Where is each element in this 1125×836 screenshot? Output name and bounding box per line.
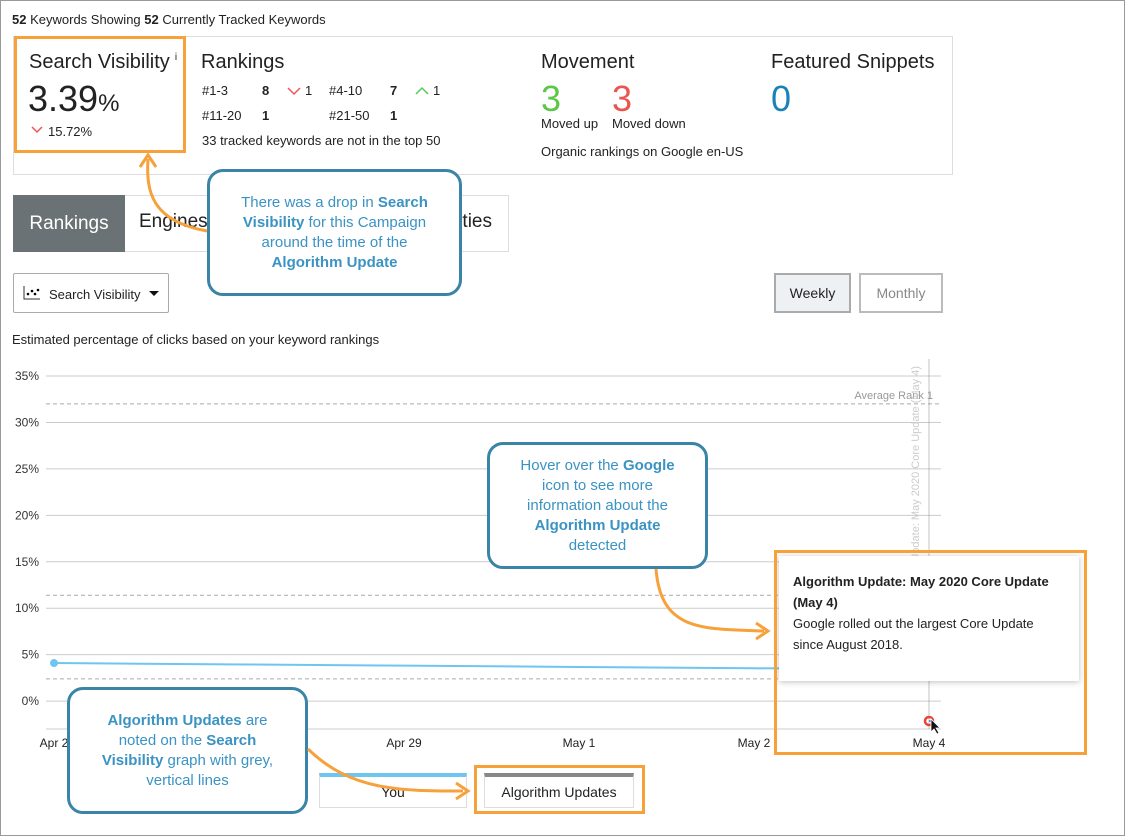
callout-part: for this Campaign around the time of the xyxy=(261,213,427,251)
button[interactable]: Weekly xyxy=(774,273,851,313)
callout: There was a drop in Search Visibility fo… xyxy=(207,169,462,296)
dropdown[interactable] xyxy=(13,273,169,313)
header: 52 Keywords Showing 52 Currently Tracked… xyxy=(12,12,326,27)
callout-part: Search Visibility xyxy=(242,193,428,231)
callout-part: detected xyxy=(568,536,627,554)
caret xyxy=(149,291,159,296)
down-icon xyxy=(287,87,301,96)
description: Estimated percentage of clicks based on … xyxy=(12,332,380,347)
value: 3.39 xyxy=(28,78,99,119)
label: Currently Tracked Keywords xyxy=(162,12,326,27)
reference-label: Average Rank 1 xyxy=(854,390,933,402)
y-tick-label: 20% xyxy=(15,508,39,522)
label: Moved down xyxy=(612,116,686,131)
dropdown-label: Search Visibility xyxy=(49,287,141,302)
legend-item[interactable]: You xyxy=(319,773,467,808)
callout-part: graph with grey, vertical lines xyxy=(146,751,274,789)
stat-title: Movement xyxy=(541,51,635,73)
y-tick-label: 35% xyxy=(15,369,39,383)
note: Organic rankings on Google en-US xyxy=(541,144,744,159)
rank-note: 33 tracked keywords are not in the top 5… xyxy=(202,133,441,148)
tooltip: Algorithm Update: May 2020 Core Update (… xyxy=(779,556,1079,681)
info[interactable]: i xyxy=(174,52,178,64)
tab[interactable]: Rankings xyxy=(13,195,125,252)
x-tick-label: Apr 2 xyxy=(40,736,69,750)
legend-item[interactable]: Algorithm Updates xyxy=(484,773,634,808)
stat-title: Search Visibility i xyxy=(29,51,177,74)
google-icon xyxy=(923,715,941,735)
y-tick-label: 10% xyxy=(15,601,39,615)
tooltip-title: Algorithm Update: May 2020 Core Update (… xyxy=(793,574,1049,610)
up-icon xyxy=(415,86,429,95)
callout-part: are noted on the xyxy=(118,711,268,749)
count: 52 xyxy=(12,12,27,27)
moved-down: 3 xyxy=(612,78,633,119)
snippets-value: 0 xyxy=(771,78,792,119)
down-icon xyxy=(31,126,43,134)
rank-label: #11-20 xyxy=(202,108,242,123)
callout-text: There was a drop in Search Visibility fo… xyxy=(228,193,441,273)
stat-title: Featured Snippets xyxy=(771,51,935,73)
y-tick-label: 15% xyxy=(15,555,39,569)
callout-part: Search Visibility xyxy=(101,731,257,769)
y-tick-label: 0% xyxy=(22,694,40,708)
callout-text: Algorithm Updates are noted on the Searc… xyxy=(88,711,287,791)
rank-count: 8 xyxy=(262,83,270,98)
callout-part: Hover over the xyxy=(520,456,623,474)
rank-change: 1 xyxy=(305,83,313,98)
callout-part: Algorithm Update xyxy=(271,253,398,271)
chart-icon xyxy=(23,286,40,300)
callout-text: Hover over the Google icon to see more i… xyxy=(508,456,687,556)
stats-panel xyxy=(13,36,953,175)
highlight xyxy=(774,550,1087,755)
x-tick-label: May 2 xyxy=(738,736,771,750)
moved-up: 3 xyxy=(541,78,562,119)
stat-change: 15.72% xyxy=(48,124,93,139)
tooltip-body: Google rolled out the largest Core Updat… xyxy=(793,616,1034,652)
highlight xyxy=(474,765,645,814)
stat-title: Rankings xyxy=(201,51,285,73)
highlight xyxy=(14,36,186,153)
rank-change: 1 xyxy=(433,83,441,98)
stat-value: 3.39% xyxy=(28,78,119,120)
update-label: Algorithm Update: May 2020 Core Update (… xyxy=(910,366,922,611)
tab[interactable]: ities xyxy=(458,211,492,232)
text: Search Visibility xyxy=(29,51,170,73)
label: Moved up xyxy=(541,116,599,131)
callout-part: Algorithm Updates xyxy=(107,711,242,729)
callout-part: icon to see more information about the xyxy=(527,476,668,514)
count: 52 xyxy=(144,12,159,27)
y-tick-label: 30% xyxy=(15,415,39,429)
label: Keywords Showing xyxy=(30,12,141,27)
rank-label: #4-10 xyxy=(329,83,363,98)
x-tick-label: May 1 xyxy=(563,736,596,750)
button[interactable]: Monthly xyxy=(859,273,943,313)
x-tick-label: Apr 29 xyxy=(386,736,422,750)
cursor xyxy=(930,718,941,735)
rank-label: #1-3 xyxy=(202,83,229,98)
rank-label: #21-50 xyxy=(329,108,370,123)
callout-part: There was a drop in xyxy=(241,193,378,211)
rank-count: 7 xyxy=(390,83,398,98)
y-tick-label: 25% xyxy=(15,462,39,476)
y-tick-label: 5% xyxy=(22,648,40,662)
rank-count: 1 xyxy=(390,108,398,123)
rank-count: 1 xyxy=(262,108,270,123)
callout-part: Algorithm Update xyxy=(534,516,661,534)
x-tick-label: May 4 xyxy=(913,736,946,750)
callout: Hover over the Google icon to see more i… xyxy=(487,442,708,569)
unit: % xyxy=(98,90,120,117)
callout: Algorithm Updates are noted on the Searc… xyxy=(67,687,308,814)
point xyxy=(50,659,58,668)
callout-part: Google xyxy=(622,456,675,474)
